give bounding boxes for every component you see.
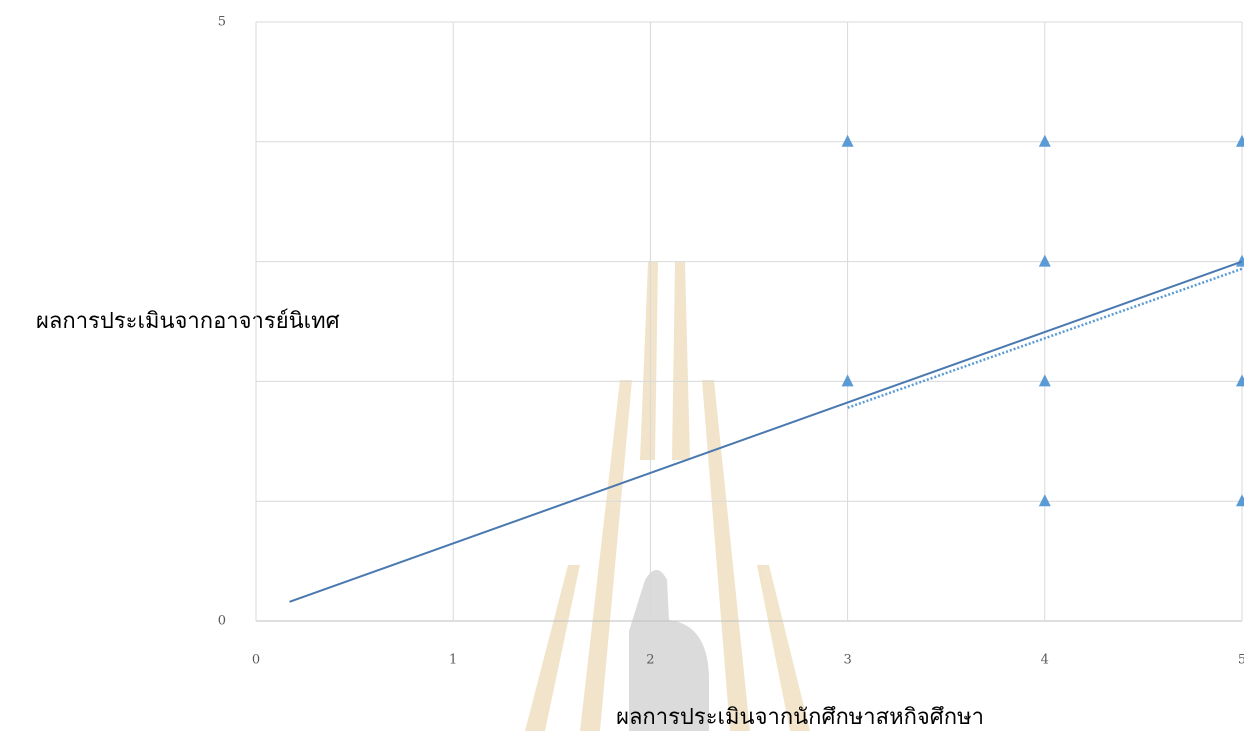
y-tick-label: 5 [218, 15, 226, 30]
x-tick-label: 3 [843, 653, 851, 668]
point [1038, 494, 1051, 507]
point [1236, 134, 1244, 147]
point [841, 374, 854, 387]
y-axis-title: ผลการประเมินจากอาจารย์นิเทศ [36, 309, 340, 334]
point [1236, 494, 1244, 507]
trend-line [847, 267, 1243, 409]
point [841, 134, 854, 147]
point [1038, 134, 1051, 147]
point [1038, 254, 1051, 267]
y-tick-label: 0 [218, 614, 226, 629]
x-tick-label: 2 [646, 653, 654, 668]
watermark [525, 262, 810, 731]
point [1236, 254, 1244, 267]
x-tick-label: 0 [252, 653, 260, 668]
x-axis-title: ผลการประเมินจากนักศึกษาสหกิจศึกษา [616, 705, 984, 730]
point [1038, 374, 1051, 387]
x-tick-label: 5 [1238, 653, 1244, 668]
x-tick-label: 1 [449, 653, 457, 668]
point [1236, 374, 1244, 387]
x-tick-label: 4 [1041, 653, 1049, 668]
trend-line [289, 260, 1243, 603]
